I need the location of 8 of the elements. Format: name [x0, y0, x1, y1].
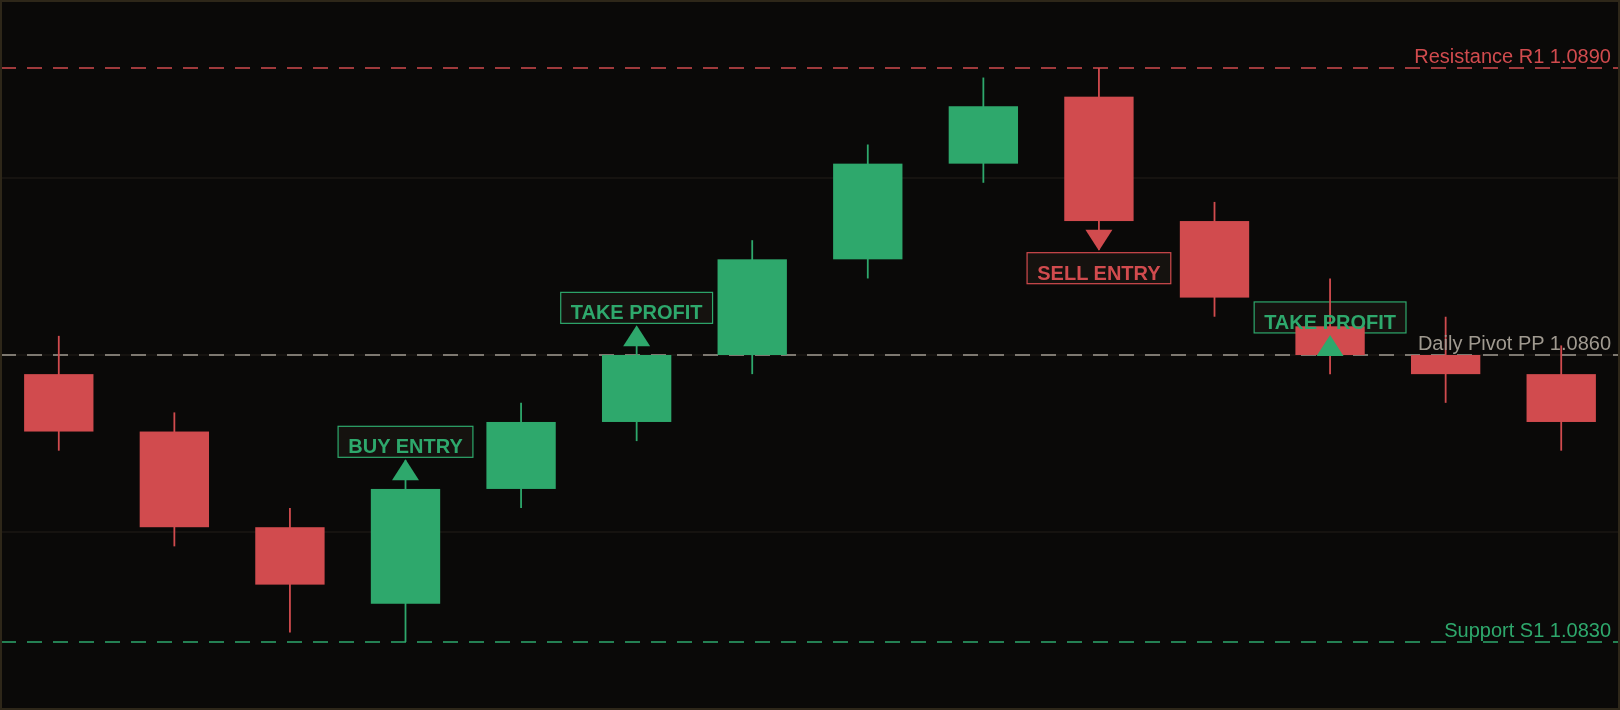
annotation: BUY ENTRY	[348, 435, 464, 458]
ref-line-label: Support S1 1.0830	[1444, 619, 1611, 642]
point	[392, 459, 419, 481]
annotation: SELL ENTRY	[1037, 261, 1162, 284]
point	[1085, 229, 1113, 251]
ref-line-label: Resistance R1 1.0890	[1414, 44, 1611, 67]
point	[623, 325, 651, 347]
annotation: TAKE PROFIT	[570, 301, 703, 324]
